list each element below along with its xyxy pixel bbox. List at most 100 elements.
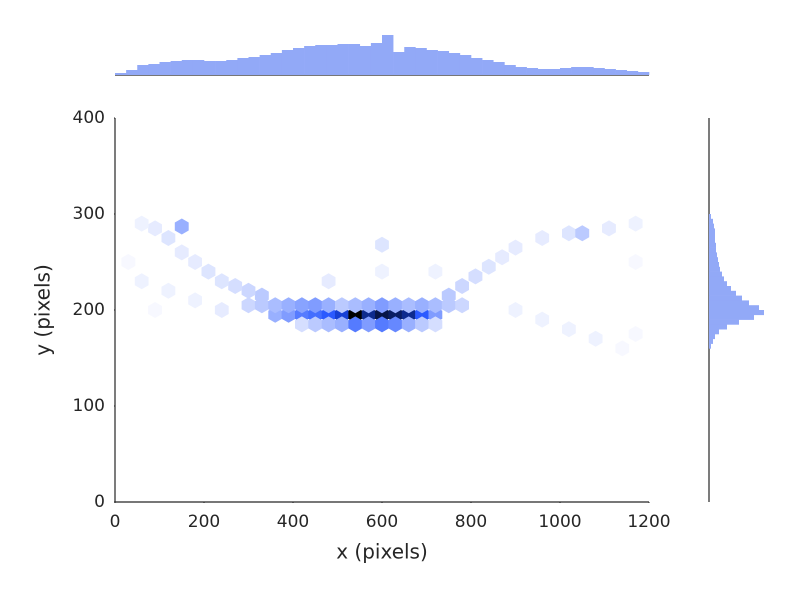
hex-cell bbox=[214, 302, 229, 318]
hist-bar bbox=[709, 314, 754, 320]
y-axis-label: y (pixels) bbox=[31, 264, 55, 356]
hex-cell bbox=[535, 311, 550, 328]
hist-bar bbox=[560, 68, 572, 75]
hist-bar bbox=[437, 51, 450, 75]
x-tick-label: 0 bbox=[110, 512, 121, 532]
hex-cell bbox=[428, 316, 443, 333]
hist-bar bbox=[626, 71, 639, 75]
hist-bar bbox=[526, 68, 539, 75]
hex-cell bbox=[508, 302, 523, 318]
hex-cell bbox=[335, 316, 349, 333]
hex-cell bbox=[321, 297, 336, 314]
hex-cell bbox=[428, 263, 443, 280]
hist-bar bbox=[415, 48, 427, 75]
y-tick-label: 100 bbox=[73, 396, 105, 416]
hist-bar bbox=[426, 50, 438, 75]
hex-cell bbox=[401, 297, 416, 314]
hex-cell bbox=[628, 215, 643, 232]
hist-bar bbox=[709, 242, 716, 248]
y-tick-label: 400 bbox=[73, 108, 105, 128]
hex-cell bbox=[602, 220, 616, 237]
hex-cell bbox=[455, 278, 469, 294]
hex-cell bbox=[295, 297, 309, 314]
hex-cell bbox=[348, 316, 363, 333]
hex-cell bbox=[575, 225, 590, 242]
hex-cell bbox=[375, 297, 389, 314]
hex-cell bbox=[241, 297, 256, 314]
hex-cell bbox=[428, 297, 443, 314]
hex-cell bbox=[308, 316, 323, 333]
hex-cell bbox=[188, 292, 202, 309]
hist-bar bbox=[709, 257, 718, 263]
hist-bar bbox=[709, 262, 719, 268]
hist-bar bbox=[615, 70, 628, 75]
hex-cell bbox=[254, 287, 269, 304]
hist-bar bbox=[709, 233, 715, 239]
hex-cell bbox=[174, 244, 189, 261]
hex-cell bbox=[161, 282, 176, 299]
y-tick-label: 200 bbox=[73, 300, 105, 320]
hist-bar bbox=[348, 44, 361, 75]
hex-cell bbox=[201, 263, 216, 280]
hist-bar bbox=[281, 50, 294, 75]
hist-bar bbox=[137, 65, 149, 75]
hex-cell bbox=[588, 330, 603, 347]
hex-cell bbox=[134, 273, 149, 290]
hex-cell bbox=[161, 230, 176, 246]
y-tick-label: 300 bbox=[73, 204, 105, 224]
hex-cell bbox=[455, 297, 469, 314]
hex-cell bbox=[348, 297, 363, 314]
hex-cell bbox=[148, 302, 162, 318]
hist-bar bbox=[709, 334, 715, 340]
hex-cell bbox=[134, 215, 149, 232]
hex-cell bbox=[535, 230, 550, 246]
x-tick-label: 800 bbox=[455, 512, 487, 532]
hist-bar bbox=[448, 53, 461, 75]
x-tick-label: 200 bbox=[188, 512, 220, 532]
x-tick-label: 1200 bbox=[627, 512, 670, 532]
y-tick-label: 0 bbox=[94, 492, 105, 512]
x-tick-label: 1000 bbox=[538, 512, 581, 532]
hist-bar bbox=[709, 238, 715, 244]
hex-cell bbox=[508, 239, 523, 256]
hist-bar bbox=[709, 247, 716, 253]
hist-bar bbox=[709, 343, 711, 349]
hist-bar bbox=[709, 324, 727, 330]
hist-bar bbox=[215, 61, 227, 75]
hist-bar bbox=[337, 44, 349, 75]
hex-cell bbox=[628, 326, 643, 342]
hex-cell bbox=[495, 249, 510, 266]
hist-bar bbox=[709, 310, 764, 316]
hex-cell bbox=[481, 258, 496, 275]
hist-bar bbox=[571, 67, 583, 75]
hist-bar bbox=[709, 305, 759, 311]
hist-bar bbox=[226, 60, 238, 75]
hist-bar bbox=[709, 286, 731, 292]
hist-bar bbox=[709, 223, 714, 229]
hist-bar bbox=[259, 55, 272, 75]
hist-bar bbox=[471, 58, 483, 75]
hex-cell bbox=[415, 316, 429, 333]
hex-cell bbox=[121, 254, 136, 270]
hist-bar bbox=[382, 35, 394, 75]
hex-cell bbox=[295, 316, 309, 333]
hist-bar bbox=[537, 69, 550, 75]
hex-cell bbox=[361, 316, 376, 333]
hist-bar bbox=[709, 252, 717, 258]
hex-cell bbox=[308, 297, 323, 314]
hist-bar bbox=[709, 228, 715, 234]
hist-bar bbox=[459, 55, 472, 75]
hex-cell bbox=[361, 297, 376, 314]
hex-cell bbox=[321, 316, 336, 333]
hist-bar bbox=[593, 68, 605, 75]
hist-bar bbox=[248, 57, 260, 75]
hex-cell bbox=[188, 254, 202, 270]
hex-cell bbox=[388, 316, 403, 333]
hex-cell bbox=[335, 297, 349, 314]
hex-cell bbox=[441, 287, 456, 304]
hist-bar bbox=[493, 62, 505, 75]
hist-bar bbox=[204, 61, 216, 75]
hist-bar bbox=[192, 60, 205, 75]
hist-bar bbox=[237, 58, 249, 75]
